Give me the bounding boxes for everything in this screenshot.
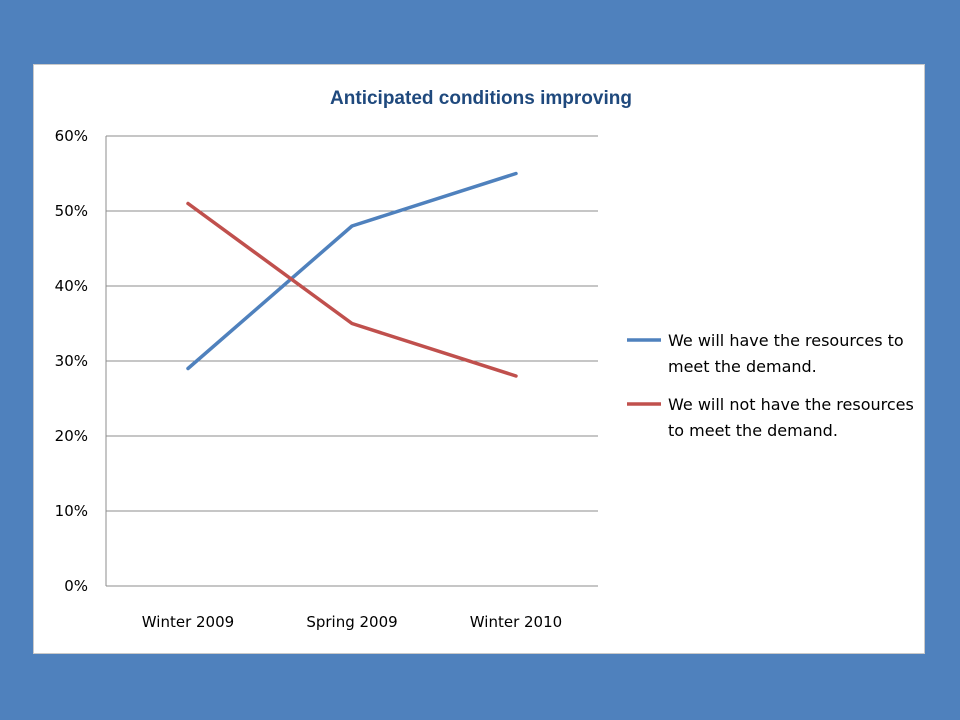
- y-tick-label: 50%: [55, 202, 88, 220]
- legend-label: to meet the demand.: [668, 421, 838, 440]
- y-tick-label: 60%: [55, 127, 88, 145]
- y-tick-label: 20%: [55, 427, 88, 445]
- y-tick-label: 10%: [55, 502, 88, 520]
- y-tick-label: 0%: [64, 577, 88, 595]
- series-line-1: [186, 171, 518, 371]
- y-tick-label: 30%: [55, 352, 88, 370]
- x-tick-label: Winter 2009: [142, 613, 234, 631]
- series-line-2: [186, 201, 518, 378]
- y-tick-label: 40%: [55, 277, 88, 295]
- chart-frame: [33, 64, 925, 654]
- legend-label: meet the demand.: [668, 357, 817, 376]
- legend-label: We will not have the resources: [668, 395, 914, 414]
- legend-label: We will have the resources to: [668, 331, 904, 350]
- chart-title: Anticipated conditions improving: [330, 88, 632, 109]
- x-tick-label: Winter 2010: [470, 613, 562, 631]
- x-tick-label: Spring 2009: [306, 613, 397, 631]
